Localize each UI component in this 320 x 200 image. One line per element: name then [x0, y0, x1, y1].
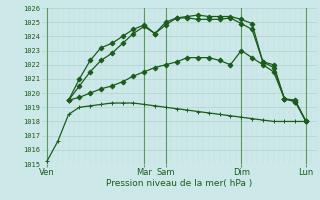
X-axis label: Pression niveau de la mer( hPa ): Pression niveau de la mer( hPa )	[106, 179, 252, 188]
